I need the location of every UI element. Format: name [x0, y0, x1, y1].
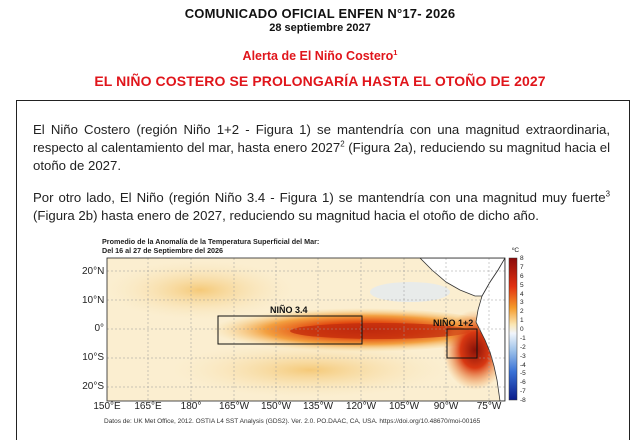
longitude-tick-label: 75°W — [476, 401, 502, 412]
colorbar-tick-label: -1 — [520, 334, 526, 342]
nino-12-region-box — [446, 328, 478, 359]
longitude-tick-label: 165°W — [218, 401, 250, 412]
colorbar-tick-label: -8 — [520, 397, 526, 404]
paragraph-2-text-a: Por otro lado, El Niño (región Niño 3.4 … — [33, 190, 606, 205]
colorbar-tick-label: -5 — [520, 370, 526, 378]
nino-12-label: NIÑO 1+2 — [433, 318, 473, 328]
cool-patch — [370, 282, 450, 302]
latitude-tick-label: 10°S — [82, 352, 104, 363]
nino-34-label: NIÑO 3.4 — [270, 305, 308, 315]
colorbar-tick-label: 8 — [520, 255, 524, 262]
footnote-mark-3: 3 — [605, 189, 610, 199]
latitude-tick-label: 0° — [94, 323, 104, 334]
longitude-tick-label: 105°W — [388, 401, 420, 412]
colorbar — [508, 257, 518, 401]
figure-title-line-2: Del 16 al 27 de Septiembre del 2026 — [102, 246, 224, 255]
latitude-tick-label: 10°N — [82, 295, 105, 306]
alert-text: Alerta de El Niño Costero — [242, 49, 394, 63]
colorbar-tick-label: 3 — [520, 299, 524, 307]
colorbar-tick-label: 4 — [520, 290, 524, 298]
colorbar-tick-label: -4 — [520, 361, 526, 369]
data-source: Datos de: UK Met Office, 2012. OSTIA L4 … — [104, 418, 481, 425]
colorbar-tick-label: 1 — [520, 317, 524, 325]
communique-date: 28 septiembre 2027 — [269, 22, 371, 34]
figure-title-line-1: Promedio de la Anomalía de la Temperatur… — [102, 237, 320, 246]
warm-patch-north — [107, 260, 295, 320]
alert-footnote-mark: 1 — [393, 47, 398, 57]
colorbar-unit: ºC — [512, 247, 520, 254]
sst-anomaly-map: NIÑO 3.4 NIÑO 1+2 — [106, 257, 518, 402]
paragraph-1-text-a: El Niño Costero (región Niño 1+2 - Figur… — [33, 122, 610, 155]
equatorial-core — [290, 323, 470, 339]
colorbar-tick-label: -6 — [520, 379, 526, 387]
colorbar-tick-label: -2 — [520, 343, 526, 351]
colorbar-tick-label: 7 — [520, 263, 524, 271]
colorbar-tick-label: 0 — [520, 326, 524, 333]
colorbar-tick-label: -3 — [520, 352, 526, 360]
longitude-tick-label: 165°E — [134, 401, 162, 412]
colorbar-tick-label: 2 — [520, 308, 524, 316]
paragraph-nino-34: Por otro lado, El Niño (región Niño 3.4 … — [33, 189, 610, 225]
longitude-tick-label: 150°W — [260, 401, 292, 412]
map-frame — [106, 257, 506, 402]
longitude-tick-label: 90°W — [433, 401, 459, 412]
nino-34-region-box — [217, 315, 363, 345]
warm-patch-south — [170, 342, 450, 398]
longitude-tick-label: 120°W — [345, 401, 377, 412]
central-america-land — [419, 258, 505, 297]
colorbar-tick-label: -7 — [520, 388, 526, 396]
latitude-tick-label: 20°N — [82, 266, 105, 277]
communique-title: COMUNICADO OFICIAL ENFEN N°17- 2026 — [184, 6, 456, 21]
latitude-tick-label: 20°S — [82, 381, 104, 392]
paragraph-nino-costero: El Niño Costero (región Niño 1+2 - Figur… — [33, 121, 610, 175]
paragraph-1-text-b: (Figura 2a), reduciendo su magnitud haci… — [33, 140, 610, 173]
colorbar-tick-label: 6 — [520, 272, 524, 280]
longitude-tick-label: 135°W — [302, 401, 334, 412]
longitude-tick-label: 150°E — [93, 401, 121, 412]
content-box — [16, 100, 630, 440]
alert-title: Alerta de El Niño Costero1 — [0, 49, 640, 63]
longitude-tick-label: 180° — [180, 401, 202, 412]
colorbar-tick-label: 5 — [520, 281, 524, 289]
headline: EL NIÑO COSTERO SE PROLONGARÍA HASTA EL … — [94, 73, 546, 89]
paragraph-2-text-b: (Figura 2b) hasta enero de 2027, reducie… — [33, 208, 539, 223]
footnote-mark-2: 2 — [340, 139, 345, 149]
